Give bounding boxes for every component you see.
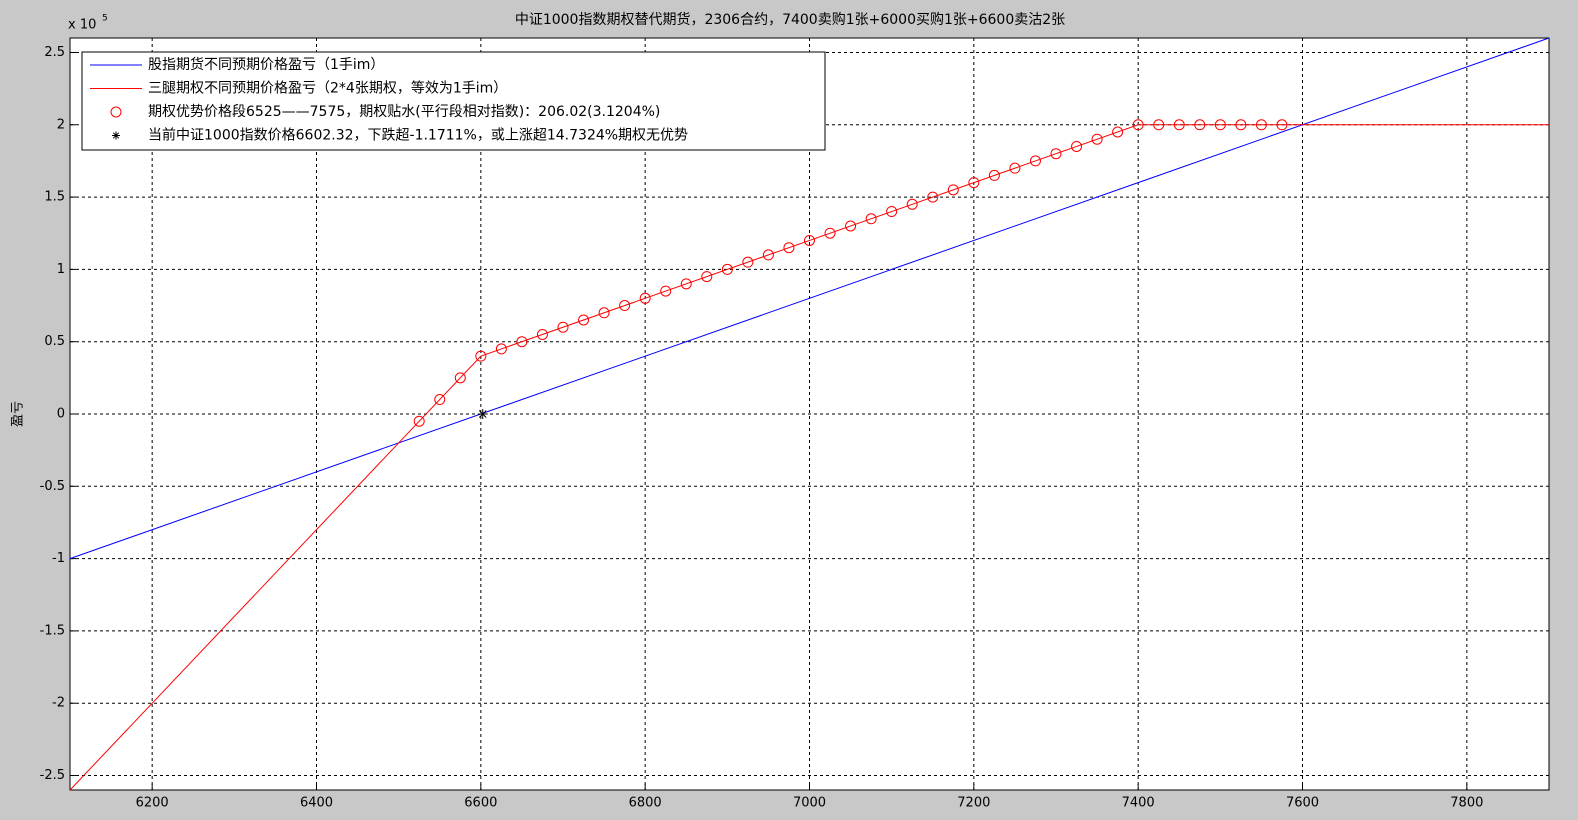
circle-marker xyxy=(598,307,610,319)
legend-box xyxy=(81,51,826,151)
circle-marker xyxy=(947,184,959,196)
x-tick-label: 7000 xyxy=(793,796,826,811)
circle-marker xyxy=(660,285,672,297)
x-tick-label: 6400 xyxy=(300,796,333,811)
y-tick-label: -2.5 xyxy=(40,768,65,783)
x-tick-label: 6200 xyxy=(136,796,169,811)
y-tick-label: -1.5 xyxy=(40,623,65,638)
circle-marker xyxy=(1132,119,1144,131)
circle-marker xyxy=(1194,119,1206,131)
circle-marker xyxy=(988,169,1000,181)
circle-marker xyxy=(783,242,795,254)
y-tick-label: 0 xyxy=(57,407,65,422)
circle-marker xyxy=(721,263,733,275)
y-multiplier: x 10 xyxy=(68,18,96,33)
circle-marker xyxy=(701,271,713,283)
circle-marker xyxy=(1050,148,1062,160)
circle-marker xyxy=(1009,162,1021,174)
x-tick-label: 7200 xyxy=(957,796,990,811)
y-tick-label: 2 xyxy=(57,117,65,132)
y-tick-label: -1 xyxy=(52,551,65,566)
x-tick-label: 7800 xyxy=(1450,796,1483,811)
x-tick-label: 6800 xyxy=(629,796,662,811)
x-tick-label: 6600 xyxy=(464,796,497,811)
circle-marker xyxy=(413,415,425,427)
circle-marker xyxy=(1214,119,1226,131)
circle-marker xyxy=(1153,119,1165,131)
y-tick-label: -0.5 xyxy=(40,479,65,494)
x-tick-label: 7600 xyxy=(1286,796,1319,811)
circle-marker xyxy=(927,191,939,203)
circle-marker xyxy=(680,278,692,290)
y-tick-label: 1 xyxy=(57,262,65,277)
circle-marker xyxy=(1029,155,1041,167)
circle-marker xyxy=(804,234,815,246)
circle-marker xyxy=(516,336,528,348)
circle-marker xyxy=(886,206,898,218)
legend-swatch xyxy=(110,106,122,118)
circle-marker xyxy=(1255,119,1267,131)
circle-marker xyxy=(639,292,651,304)
legend-label: 股指期货不同预期价格盈亏（1手im） xyxy=(148,56,384,73)
legend-swatch xyxy=(112,131,120,140)
circle-marker xyxy=(1276,119,1288,131)
circle-marker xyxy=(906,198,918,210)
legend-label: 三腿期权不同预期价格盈亏（2*4张期权，等效为1手im） xyxy=(148,80,507,97)
circle-marker xyxy=(578,314,590,326)
circle-marker xyxy=(1091,133,1103,145)
circle-marker xyxy=(434,394,446,406)
chart-title: 中证1000指数期权替代期货，2306合约，7400卖购1张+6000买购1张+… xyxy=(515,11,1065,28)
circle-marker xyxy=(845,220,857,232)
circle-marker xyxy=(475,350,487,362)
x-tick-label: 7400 xyxy=(1122,796,1155,811)
circle-marker xyxy=(1173,119,1185,131)
legend-label: 期权优势价格段6525——7575，期权贴水(平行段相对指数)：206.02(3… xyxy=(148,104,660,120)
circle-marker xyxy=(1235,119,1247,131)
circle-marker xyxy=(824,227,836,239)
circle-marker xyxy=(968,177,980,189)
circle-marker xyxy=(536,328,548,340)
circle-marker xyxy=(1112,126,1124,138)
circle-marker xyxy=(495,343,507,355)
circle-marker xyxy=(557,321,569,333)
legend-label: 当前中证1000指数价格6602.32，下跌超-1.1711%，或上涨超14.7… xyxy=(148,127,688,144)
circle-marker xyxy=(742,256,754,268)
y-tick-label: 2.5 xyxy=(44,45,65,60)
circle-marker xyxy=(865,213,877,225)
y-axis-label: 盈亏 xyxy=(11,401,26,427)
y-multiplier-exp: 5 xyxy=(102,14,108,24)
circle-marker xyxy=(619,300,631,312)
circle-marker xyxy=(454,372,466,384)
star-marker xyxy=(477,409,488,419)
series-line xyxy=(69,124,1549,791)
circle-marker xyxy=(762,249,774,261)
y-tick-label: 0.5 xyxy=(44,334,65,349)
circle-marker xyxy=(1071,140,1083,152)
y-tick-label: 1.5 xyxy=(44,190,65,205)
y-tick-label: -2 xyxy=(52,696,65,711)
